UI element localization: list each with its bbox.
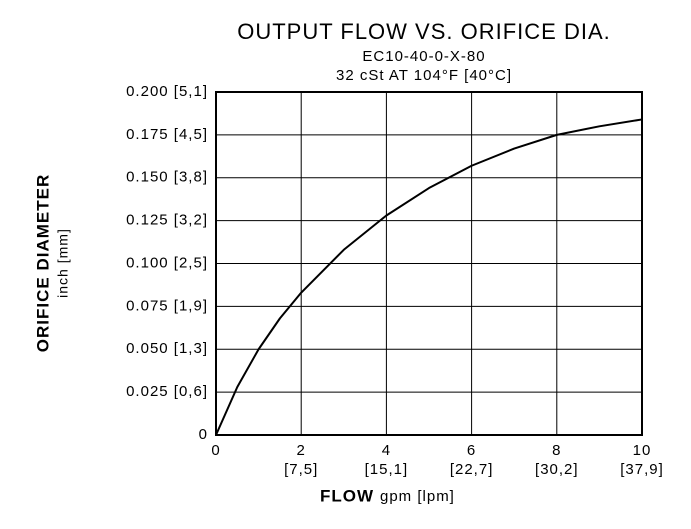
chart-title: OUTPUT FLOW VS. ORIFICE DIA. [237, 19, 611, 44]
x-axis-units: gpm [lpm] [380, 488, 455, 505]
y-tick-label: 0.025 [0,6] [126, 383, 208, 400]
chart-subtitle: 32 cSt AT 104°F [40°C] [336, 67, 512, 84]
y-tick-label: 0.175 [4,5] [126, 126, 208, 143]
x-axis-label: FLOW [320, 486, 374, 505]
x-tick-secondary-label: [30,2] [535, 461, 579, 478]
y-tick-label: 0.150 [3,8] [126, 169, 208, 186]
y-tick-label: 0.100 [2,5] [126, 254, 208, 271]
chart-subtitle: EC10-40-0-X-80 [362, 48, 485, 65]
x-tick-secondary-label: [22,7] [450, 461, 494, 478]
x-tick-label: 2 [297, 442, 306, 459]
x-tick-label: 8 [552, 442, 561, 459]
x-tick-secondary-label: [7,5] [284, 461, 318, 478]
x-tick-label: 0 [211, 442, 220, 459]
y-axis-label: ORIFICE DIAMETER [33, 174, 52, 352]
y-axis-units: inch [mm] [55, 228, 71, 298]
y-tick-label: 0.075 [1,9] [126, 297, 208, 314]
y-tick-label: 0.200 [5,1] [126, 83, 208, 100]
x-tick-label: 10 [633, 442, 652, 459]
line-series [215, 118, 643, 436]
x-tick-label: 4 [382, 442, 391, 459]
x-tick-secondary-label: [37,9] [620, 461, 664, 478]
y-tick-label: 0 [199, 426, 208, 443]
plot-frame [215, 91, 643, 436]
x-tick-label: 6 [467, 442, 476, 459]
x-tick-secondary-label: [15,1] [365, 461, 409, 478]
y-tick-label: 0.125 [3,2] [126, 212, 208, 229]
y-tick-label: 0.050 [1,3] [126, 340, 208, 357]
